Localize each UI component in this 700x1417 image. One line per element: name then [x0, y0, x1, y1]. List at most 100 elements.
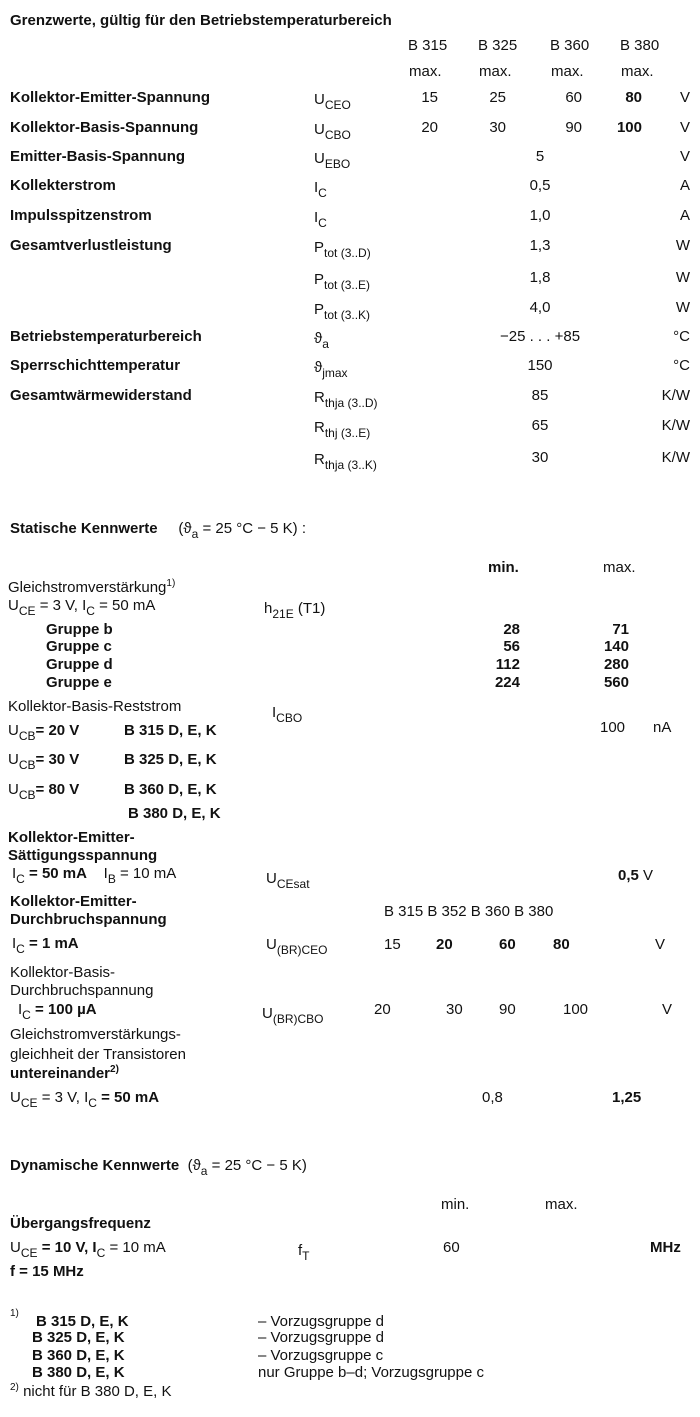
- max-header: max.: [603, 559, 636, 576]
- unit: K/W: [661, 449, 690, 466]
- sub: (BR)CEO: [276, 943, 328, 957]
- unit: V: [679, 89, 690, 106]
- min-header: min.: [488, 559, 519, 576]
- value: 15: [421, 89, 438, 106]
- dyn-cond: (ϑa = 25 °C − 5 K): [188, 1157, 307, 1177]
- type-header: B 325: [478, 37, 518, 54]
- symbol: UCBO: [314, 121, 351, 141]
- sat-cond: IC = 50 mA IB = 10 mA: [12, 865, 177, 886]
- unit: W: [675, 269, 690, 286]
- icbo-types: B 315 D, E, K: [124, 722, 217, 739]
- sym: I: [272, 704, 277, 721]
- row-label: Emitter-Basis-Spannung: [10, 148, 186, 165]
- symbol: Rthj (3..E): [314, 419, 370, 439]
- max-header: max.: [479, 63, 512, 80]
- h21e-symbol: h21E (T1): [264, 600, 326, 620]
- symbol: UEBO: [314, 150, 351, 171]
- sub: a: [200, 1164, 208, 1178]
- h21e-label-text: Gleichstromverstärkung: [8, 579, 167, 596]
- t: = 3 V, I: [39, 597, 87, 614]
- footnote-type: B 325 D, E, K: [32, 1329, 125, 1346]
- t: = 10 mA: [120, 865, 177, 882]
- sub: EBO: [324, 157, 351, 171]
- static-title: Statische Kennwerte (ϑa = 25 °C − 5 K) :: [10, 520, 307, 541]
- group-min: 56: [503, 638, 520, 655]
- row-label: Kollektor-Emitter-Spannung: [10, 89, 211, 106]
- sub: tot (3..K): [324, 308, 371, 322]
- limit-values-title: Grenzwerte, gültig für den Betriebstempe…: [10, 12, 392, 29]
- value: 150: [527, 357, 553, 374]
- sub: C: [86, 604, 95, 618]
- cond-sym: (ϑ: [178, 520, 192, 537]
- dyn-min-header: min.: [441, 1196, 470, 1213]
- t: = 50 mA: [101, 1089, 160, 1106]
- brceo-value: 20: [436, 936, 453, 953]
- row-label: Gesamtwärmewiderstand: [10, 387, 192, 404]
- icbo-cond: UCB= 30 V: [8, 751, 80, 772]
- value: 85: [531, 387, 549, 404]
- cond-rest: = 25 °C − 5 K) :: [202, 520, 307, 537]
- t: = 10 mA: [109, 1239, 166, 1256]
- sub: CE: [20, 1246, 38, 1260]
- brceo-unit: V: [655, 936, 666, 953]
- ft-unit: MHz: [650, 1239, 681, 1256]
- brceo-value: 80: [553, 936, 570, 953]
- group-label: Gruppe d: [46, 656, 113, 673]
- group-max: 280: [603, 656, 629, 673]
- icbo-max: 100: [600, 719, 626, 736]
- match-max: 1,25: [612, 1089, 642, 1106]
- brcbo-label: Durchbruchspannung: [10, 982, 154, 999]
- symbol: Rthja (3..D): [314, 389, 378, 409]
- brcbo-unit: V: [662, 1001, 673, 1018]
- ft-cond: UCE = 10 V, IC = 10 mA: [10, 1239, 166, 1260]
- footnote-type: B 380 D, E, K: [32, 1364, 125, 1381]
- row-label: Betriebstemperaturbereich: [10, 328, 202, 345]
- sym: P: [314, 301, 325, 318]
- t: untereinander: [10, 1065, 111, 1082]
- sat-label: Sättigungsspannung: [8, 847, 158, 864]
- icbo-types: B 325 D, E, K: [124, 751, 217, 768]
- max-header: max.: [551, 63, 584, 80]
- brcbo-label: Kollektor-Basis-: [10, 964, 116, 981]
- sat-symbol: UCEsat: [266, 870, 310, 890]
- icbo-cond: UCB= 80 V: [8, 781, 80, 802]
- footnote-type: B 315 D, E, K: [36, 1313, 129, 1330]
- symbol: Ptot (3..K): [314, 301, 371, 322]
- sub: C: [318, 216, 327, 230]
- brceo-value: 15: [384, 936, 401, 953]
- icbo-types: B 360 D, E, K: [124, 781, 217, 798]
- group-label: Gruppe c: [46, 638, 112, 655]
- cond-sub: a: [191, 527, 199, 541]
- sub: CE: [20, 1096, 38, 1110]
- symbol: ϑjmax: [314, 359, 348, 379]
- brceo-value: 60: [499, 936, 516, 953]
- brcbo-value: 30: [446, 1001, 463, 1018]
- sym: U: [314, 150, 325, 167]
- unit: K/W: [661, 417, 690, 434]
- sym: U: [314, 91, 325, 108]
- t: (T1): [297, 600, 326, 617]
- footnote-ref: 2): [110, 1064, 119, 1075]
- group-max: 71: [612, 621, 629, 638]
- symbol: Ptot (3..E): [314, 271, 370, 291]
- sym: h: [264, 600, 273, 617]
- t: = 3 V, I: [41, 1089, 89, 1106]
- t: = 10 V, I: [41, 1239, 97, 1256]
- group-max: 140: [603, 638, 629, 655]
- sub: CE: [18, 604, 36, 618]
- sym: U: [266, 936, 277, 953]
- max-header: max.: [621, 63, 654, 80]
- value: −25 . . . +85: [499, 328, 581, 345]
- value: 5: [535, 148, 545, 165]
- footnote-text: – Vorzugsgruppe d: [258, 1313, 384, 1330]
- value: 4,0: [529, 299, 551, 316]
- value: 80: [625, 89, 642, 106]
- brcbo-cond: IC = 100 µA: [18, 1001, 97, 1022]
- unit: W: [675, 299, 690, 316]
- match-label: untereinander2): [10, 1065, 119, 1083]
- sym: R: [314, 451, 325, 468]
- symbol: Ptot (3..D): [314, 239, 371, 259]
- br-type-header: B 315 B 352 B 360 B 380: [384, 903, 554, 920]
- brceo-symbol: U(BR)CEO: [266, 936, 328, 957]
